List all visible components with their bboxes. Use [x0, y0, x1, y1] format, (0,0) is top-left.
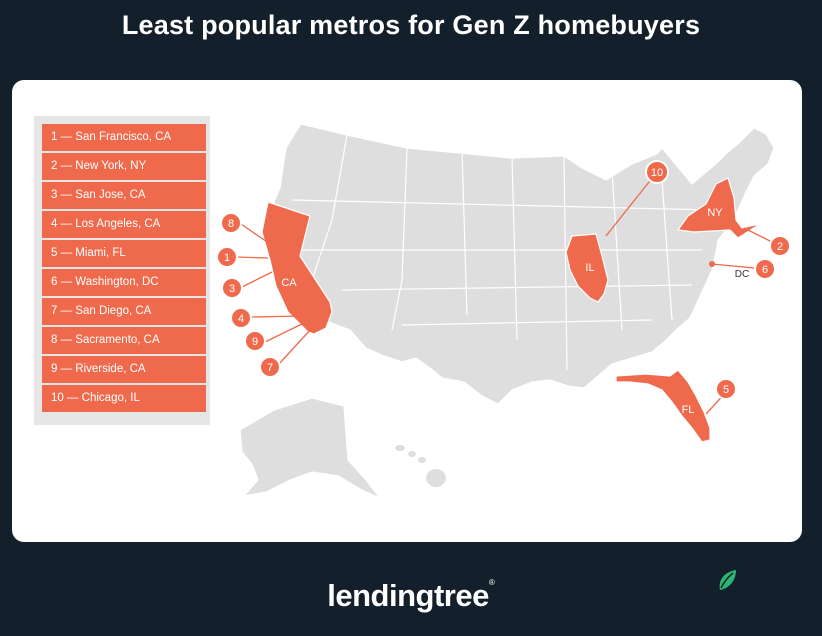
- trademark: ®: [488, 578, 495, 587]
- marker-7: 7: [259, 356, 281, 378]
- svg-text:9: 9: [252, 336, 258, 348]
- brand-name: lendingtree: [327, 578, 489, 613]
- leaf-icon: [719, 570, 737, 590]
- rank-legend: 1 — San Francisco, CA 2 — New York, NY 3…: [34, 116, 210, 425]
- svg-text:3: 3: [229, 283, 235, 295]
- state-california: [261, 201, 333, 335]
- marker-9: 9: [244, 330, 266, 352]
- svg-text:6: 6: [762, 264, 768, 276]
- map-title: Least popular metros for Gen Z homebuyer…: [121, 10, 701, 40]
- state-borders: [291, 134, 713, 371]
- marker-8: 8: [220, 212, 242, 234]
- callout-lines: [235, 171, 781, 415]
- label-fl: FL: [682, 404, 695, 416]
- svg-text:8: 8: [228, 218, 234, 230]
- legend-item: 5 — Miami, FL: [42, 240, 206, 267]
- state-new-york: [676, 177, 761, 239]
- label-dc: DC: [735, 269, 749, 280]
- marker-1: 1: [216, 246, 238, 268]
- hawaii: [395, 445, 446, 487]
- svg-text:1: 1: [224, 252, 230, 264]
- legend-item: 7 — San Diego, CA: [42, 298, 206, 325]
- map-card: CA IL NY FL DC 8 1 3 4 9 7 10 2 6 5 1 — …: [12, 80, 802, 542]
- us-map: CA IL NY FL DC 8 1 3 4 9 7 10 2 6 5: [216, 123, 791, 499]
- legend-item: 3 — San Jose, CA: [42, 182, 206, 209]
- label-ny: NY: [707, 207, 723, 219]
- marker-6: 6: [754, 258, 776, 280]
- legend-item: 2 — New York, NY: [42, 153, 206, 180]
- marker-4: 4: [230, 307, 252, 329]
- svg-text:10: 10: [651, 167, 663, 179]
- dc-dot: [709, 261, 715, 267]
- svg-text:2: 2: [777, 241, 783, 253]
- legend-item: 10 — Chicago, IL: [42, 385, 206, 412]
- legend-item: 4 — Los Angeles, CA: [42, 211, 206, 238]
- state-florida: [615, 369, 711, 443]
- legend-item: 6 — Washington, DC: [42, 269, 206, 296]
- lendingtree-logo: lendingtree®: [0, 570, 822, 614]
- state-illinois: [565, 233, 609, 303]
- svg-text:5: 5: [723, 384, 729, 396]
- marker-2: 2: [769, 235, 791, 257]
- legend-item: 9 — Riverside, CA: [42, 356, 206, 383]
- label-ca: CA: [281, 277, 297, 289]
- svg-text:7: 7: [267, 362, 273, 374]
- marker-5: 5: [715, 378, 737, 400]
- legend-item: 1 — San Francisco, CA: [42, 124, 206, 151]
- svg-text:4: 4: [238, 313, 244, 325]
- marker-10: 10: [645, 160, 669, 184]
- marker-3: 3: [221, 277, 243, 299]
- us-landmass: [273, 123, 775, 405]
- legend-item: 8 — Sacramento, CA: [42, 327, 206, 354]
- label-il: IL: [585, 262, 594, 274]
- alaska: [239, 397, 381, 499]
